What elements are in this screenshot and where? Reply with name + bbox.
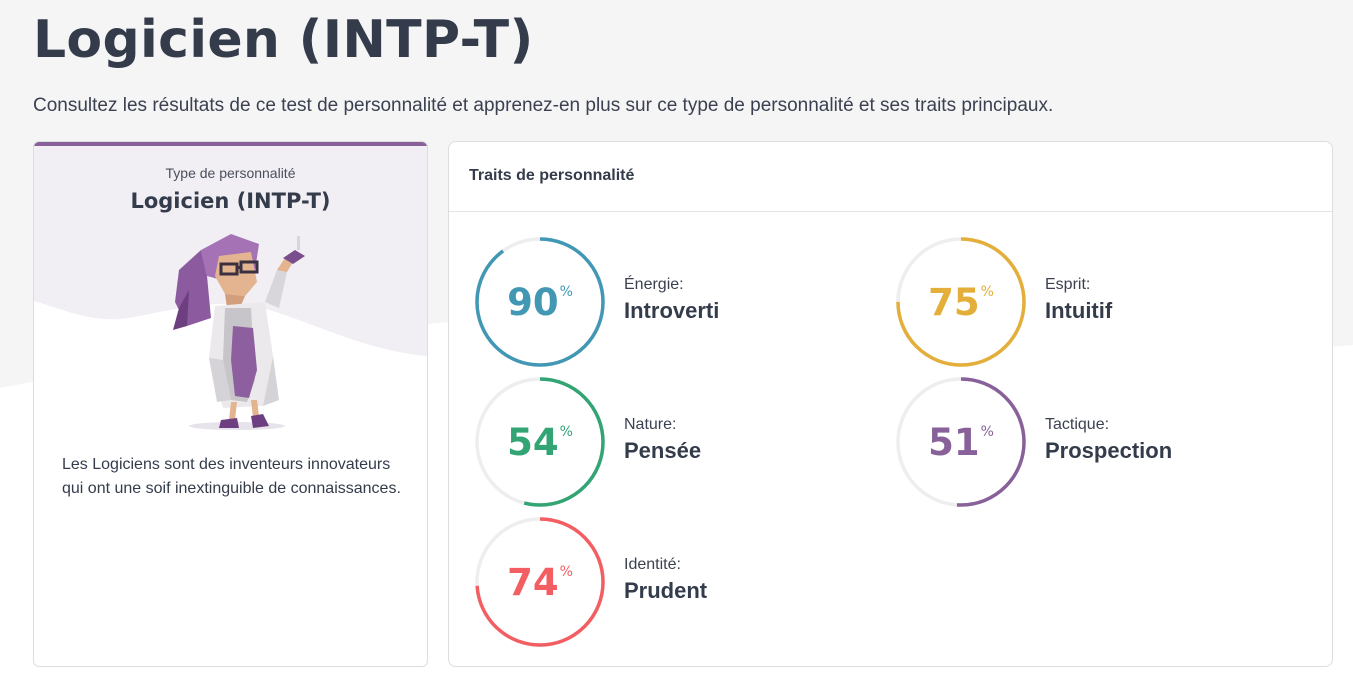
trait-percent: 74% — [475, 517, 605, 647]
personality-traits-card: Traits de personnalité 90% Énergie: Introv… — [448, 141, 1333, 667]
trait-percent-value: 75 — [928, 280, 980, 324]
percent-symbol: % — [559, 564, 573, 580]
traits-title: Traits de personnalité — [469, 167, 635, 184]
percent-symbol: % — [559, 284, 573, 300]
trait-category: Esprit: — [1045, 276, 1091, 293]
trait-nature[interactable]: 54% Nature: Pensée — [475, 377, 855, 507]
ring-progress — [475, 237, 605, 367]
percent-symbol: % — [980, 284, 994, 300]
accent-bar — [34, 142, 427, 146]
trait-percent-value: 51 — [928, 420, 980, 464]
percent-symbol: % — [980, 424, 994, 440]
trait-identity[interactable]: 74% Identité: Prudent — [475, 517, 855, 647]
trait-ring — [896, 237, 1026, 367]
type-label: Type de personnalité — [165, 165, 296, 181]
trait-mind[interactable]: 75% Esprit: Intuitif — [896, 237, 1276, 367]
type-description: Les Logiciens sont des inventeurs innova… — [62, 456, 401, 497]
trait-percent-value: 90 — [507, 280, 559, 324]
trait-percent-value: 74 — [507, 560, 559, 604]
ring-progress — [475, 517, 605, 647]
trait-energy[interactable]: 90% Énergie: Introverti — [475, 237, 855, 367]
logician-character-illustration — [173, 234, 305, 430]
trait-value: Introverti — [624, 298, 720, 323]
trait-category: Tactique: — [1045, 416, 1110, 433]
ring-progress — [475, 377, 605, 507]
trait-percent: 54% — [475, 377, 605, 507]
trait-percent: 51% — [896, 377, 1026, 507]
trait-ring — [475, 237, 605, 367]
ring-progress — [896, 237, 1026, 367]
trait-category: Nature: — [624, 416, 677, 433]
trait-ring — [475, 377, 605, 507]
trait-ring — [896, 377, 1026, 507]
traits-header: Traits de personnalité — [449, 142, 1332, 212]
percent-symbol: % — [559, 424, 573, 440]
trait-value: Prudent — [624, 578, 708, 603]
page-title: Logicien (INTP-T) — [33, 10, 534, 70]
trait-value: Pensée — [624, 438, 702, 463]
trait-percent-value: 54 — [507, 420, 559, 464]
trait-tactics[interactable]: 51% Tactique: Prospection — [896, 377, 1276, 507]
trait-ring — [475, 517, 605, 647]
page-subtitle: Consultez les résultats de ce test de pe… — [33, 95, 1054, 116]
trait-category: Identité: — [624, 556, 681, 573]
trait-percent: 75% — [896, 237, 1026, 367]
personality-type-card: Type de personnalité Logicien (INTP-T) — [33, 141, 428, 667]
trait-category: Énergie: — [624, 276, 684, 293]
trait-value: Intuitif — [1045, 298, 1113, 323]
ring-progress — [896, 377, 1026, 507]
trait-value: Prospection — [1045, 438, 1173, 463]
type-name: Logicien (INTP-T) — [130, 189, 331, 213]
trait-percent: 90% — [475, 237, 605, 367]
